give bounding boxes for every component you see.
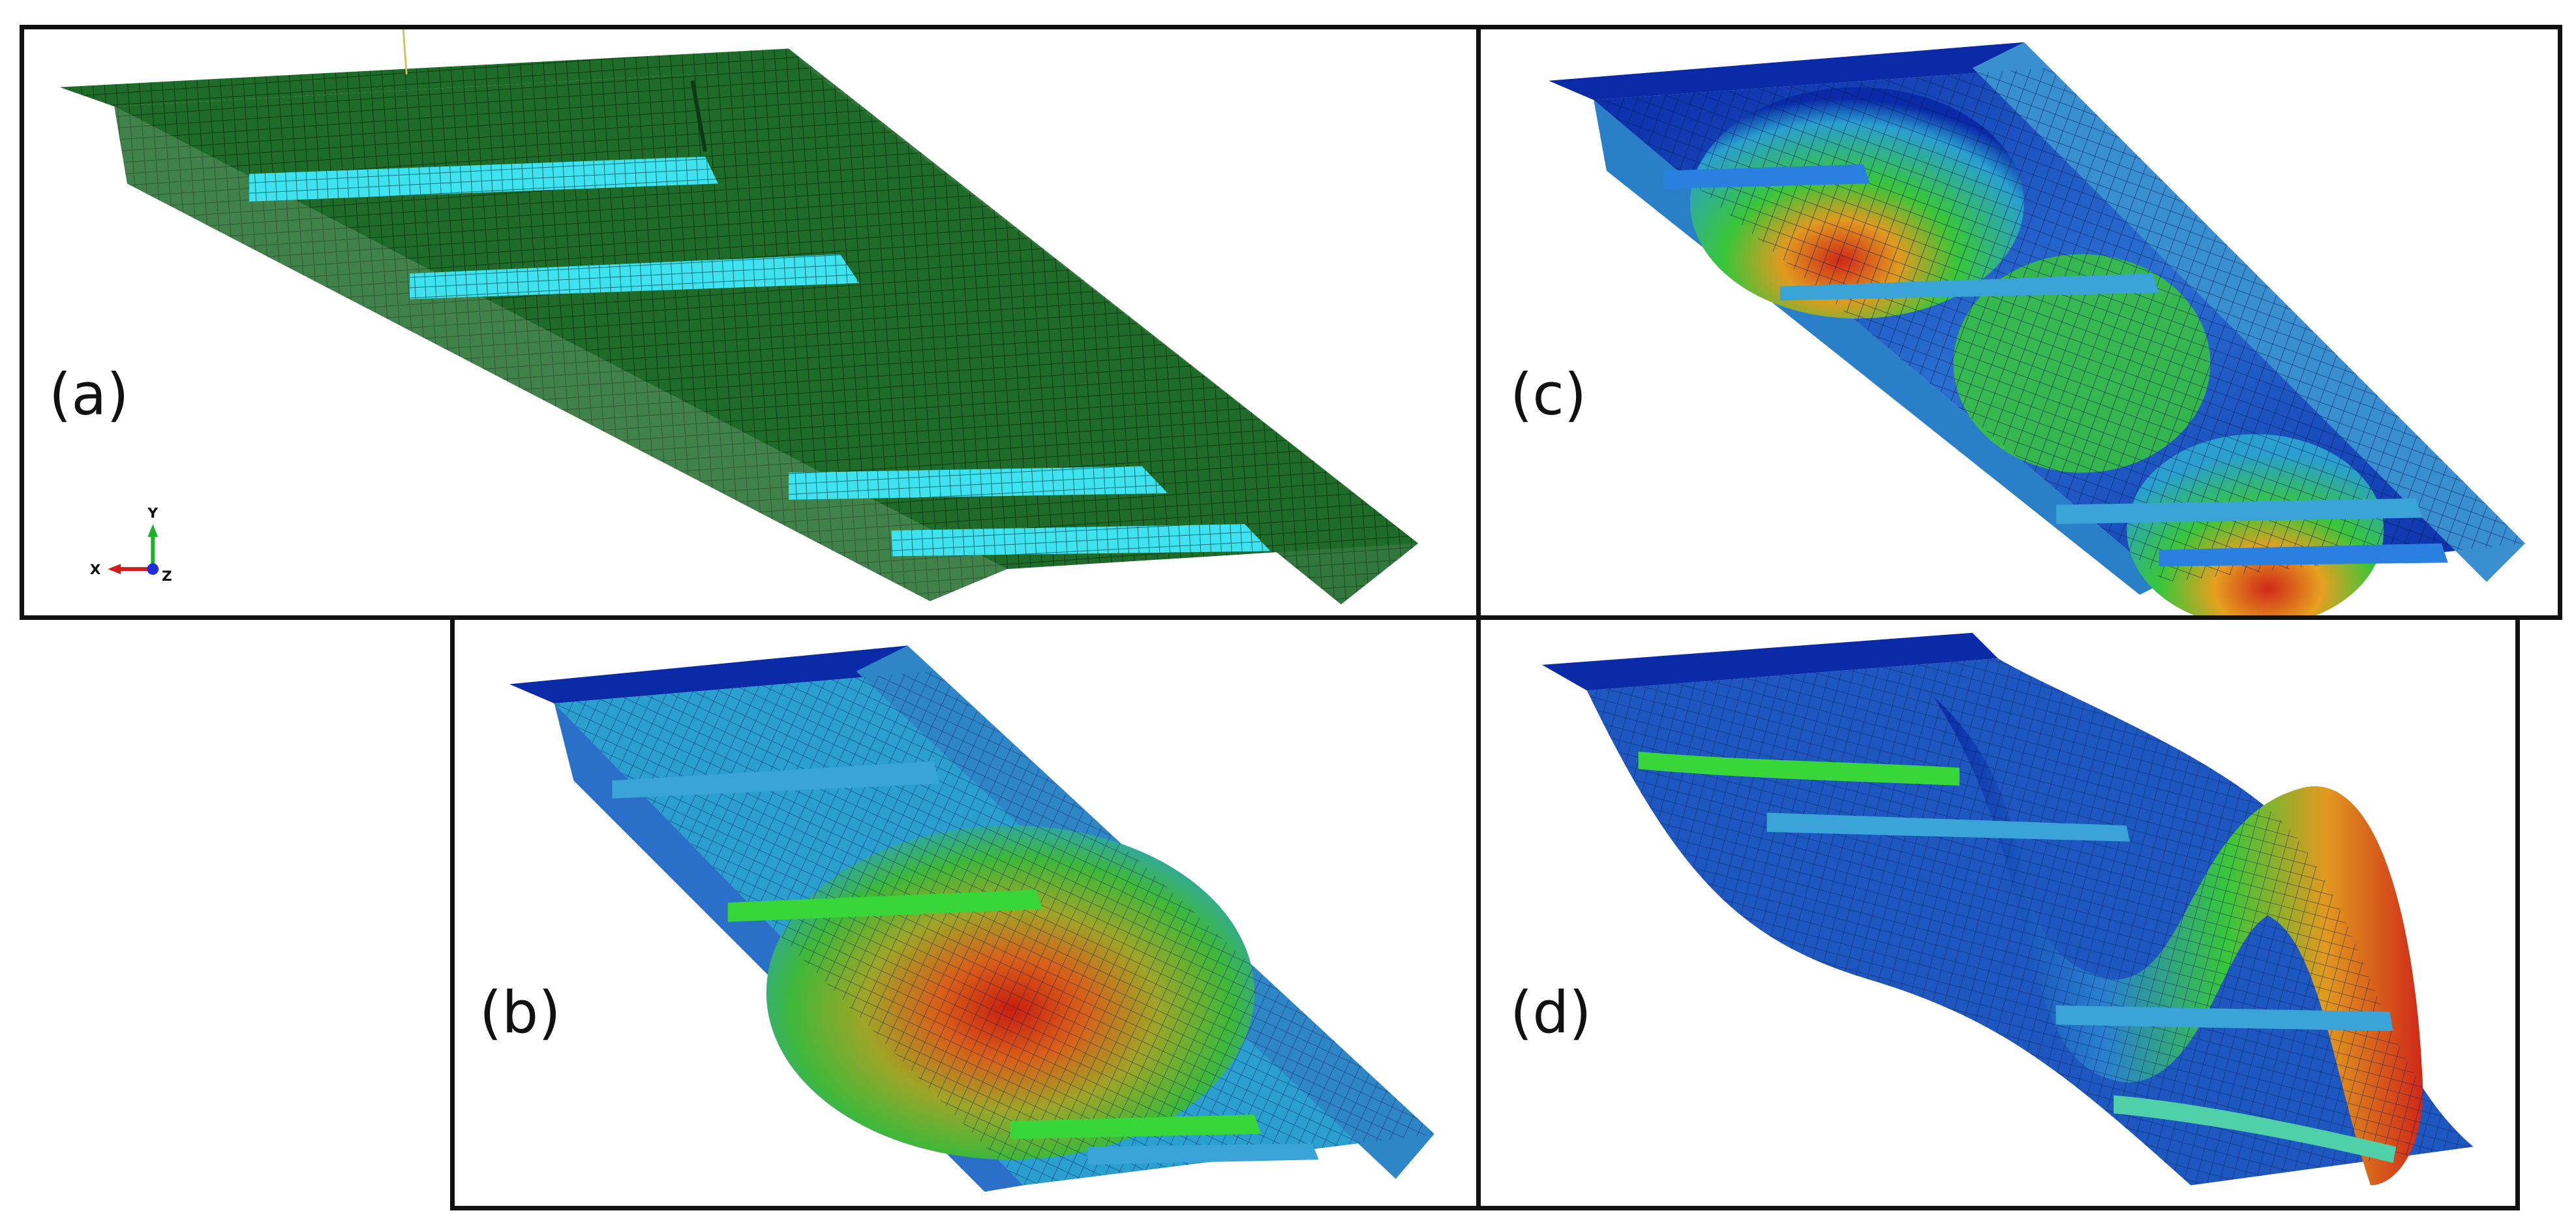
axis-z-label: Z xyxy=(162,568,172,585)
axis-triad: Y X Z xyxy=(90,505,172,584)
panel-a-label: (a) xyxy=(49,361,129,428)
panel-b-contour-figure xyxy=(509,645,1434,1192)
panel-d-contour-figure xyxy=(1541,632,2474,1186)
stiffener-1 xyxy=(249,156,718,202)
panel-c-contour-figure xyxy=(1549,42,2525,615)
front-wall xyxy=(114,106,1007,602)
panel-c: (c) xyxy=(1476,25,2562,620)
panel-c-label: (c) xyxy=(1510,361,1587,428)
stiffener-4 xyxy=(891,524,1271,557)
panel-b-label: (b) xyxy=(479,979,561,1046)
panel-d: (d) xyxy=(1476,615,2520,1210)
stiffener-2 xyxy=(410,254,860,300)
panel-a-mesh-figure: Y X Z xyxy=(59,29,1419,605)
side-wall xyxy=(692,48,1419,605)
panel-a: Y X Z (a) xyxy=(20,25,1481,620)
panel-b: (b) xyxy=(450,615,1481,1210)
top-flange xyxy=(59,48,808,107)
axis-x-label: X xyxy=(90,562,101,578)
stiffener-3 xyxy=(789,466,1168,500)
axis-y-label: Y xyxy=(147,505,158,521)
panel-d-label: (d) xyxy=(1510,979,1592,1046)
